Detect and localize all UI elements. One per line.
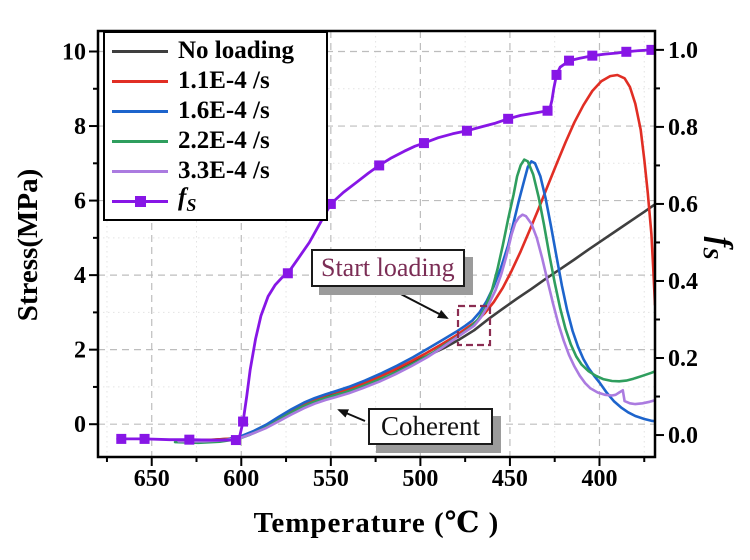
series-rate_2_2e-4 [173, 158, 655, 445]
legend-square-marker [135, 196, 146, 207]
series-solid_fraction-marker [139, 433, 150, 444]
x-tick-label: 550 [313, 466, 349, 492]
legend-label: fS [178, 183, 197, 215]
series-solid_fraction-marker [374, 160, 385, 171]
legend-item-0: No loading [112, 36, 326, 66]
x-tick-label: 600 [223, 466, 259, 492]
series-solid_fraction [116, 48, 653, 442]
legend-label: 2.2E-4 /s [178, 127, 270, 154]
legend-label: 1.6E-4 /s [178, 97, 270, 124]
y-right-axis-title: fS [698, 204, 744, 292]
annotation-coherent: Coherent [368, 408, 493, 445]
series-solid_fraction-marker [461, 125, 472, 136]
start-loading-arrow [392, 289, 449, 319]
x-tick-label: 450 [492, 466, 528, 492]
y-left-axis-title: Stress(MPa) [12, 168, 44, 322]
y-left-tick-label: 10 [62, 39, 86, 65]
x-tick-label: 500 [402, 466, 438, 492]
legend-item-2: 1.6E-4 /s [112, 96, 326, 126]
legend-line-sample [112, 134, 168, 148]
series-solid_fraction-marker [551, 69, 562, 80]
x-tick-label: 400 [581, 466, 617, 492]
y-right-axis-title-sub: S [698, 247, 724, 260]
y-left-tick-label: 4 [74, 263, 86, 289]
series-solid_fraction-marker [116, 433, 127, 444]
y-right-tick-label: 0.8 [668, 115, 698, 141]
annotation-start-loading-text: Start loading [321, 253, 455, 282]
y-right-tick-label: 1.0 [668, 38, 698, 64]
y-left-tick-label: 0 [74, 412, 86, 438]
y-left-tick-label: 8 [74, 114, 86, 140]
series-no_loading [182, 203, 655, 442]
start-loading-target-box [456, 304, 492, 347]
legend: No loading 1.1E-4 /s 1.6E-4 /s 2.2E-4 /s 3.3… [103, 31, 328, 221]
legend-line-sample [112, 194, 168, 208]
series-solid_fraction-marker [503, 113, 514, 124]
y-right-tick-label: 0.6 [668, 192, 698, 218]
annotation-start-loading: Start loading [311, 249, 465, 287]
series-solid_fraction-marker [325, 198, 336, 209]
legend-line-sample [112, 104, 168, 118]
series-solid_fraction-marker [542, 105, 553, 116]
coherent-arrow [337, 409, 366, 422]
series-solid_fraction-marker [230, 435, 241, 446]
legend-item-3: 2.2E-4 /s [112, 126, 326, 156]
y-left-tick-label: 6 [74, 189, 86, 215]
x-tick-label: 650 [134, 466, 170, 492]
series-solid_fraction-marker [621, 46, 632, 57]
series-solid_fraction-marker [646, 44, 655, 55]
y-right-tick-label: 0.0 [668, 423, 698, 449]
y-left-tick-label: 2 [74, 338, 86, 364]
series-solid_fraction-marker [184, 434, 195, 445]
legend-line-sample [112, 74, 168, 88]
y-right-tick-label: 0.2 [668, 346, 698, 372]
series-solid_fraction-marker [564, 55, 575, 66]
annotation-coherent-text: Coherent [381, 411, 480, 441]
legend-item-4: 3.3E-4 /s [112, 156, 326, 186]
series-solid_fraction-marker [587, 50, 598, 61]
y-right-tick-label: 0.4 [668, 269, 698, 295]
legend-item-1: 1.1E-4 /s [112, 66, 326, 96]
series-rate_3_3e-4 [177, 213, 655, 443]
x-axis-title: Temperature (℃ ) [253, 507, 500, 539]
series-solid_fraction-marker [238, 416, 249, 427]
legend-item-5: fS [112, 183, 326, 216]
series-solid_fraction-marker [282, 268, 293, 279]
legend-label: 1.1E-4 /s [178, 67, 270, 94]
legend-label: 3.3E-4 /s [178, 157, 270, 184]
y-right-axis-title-main: f [704, 236, 740, 248]
series-solid_fraction-marker [418, 138, 429, 149]
legend-label: No loading [178, 37, 295, 64]
legend-line-sample [112, 164, 168, 178]
legend-line-sample [112, 44, 168, 58]
